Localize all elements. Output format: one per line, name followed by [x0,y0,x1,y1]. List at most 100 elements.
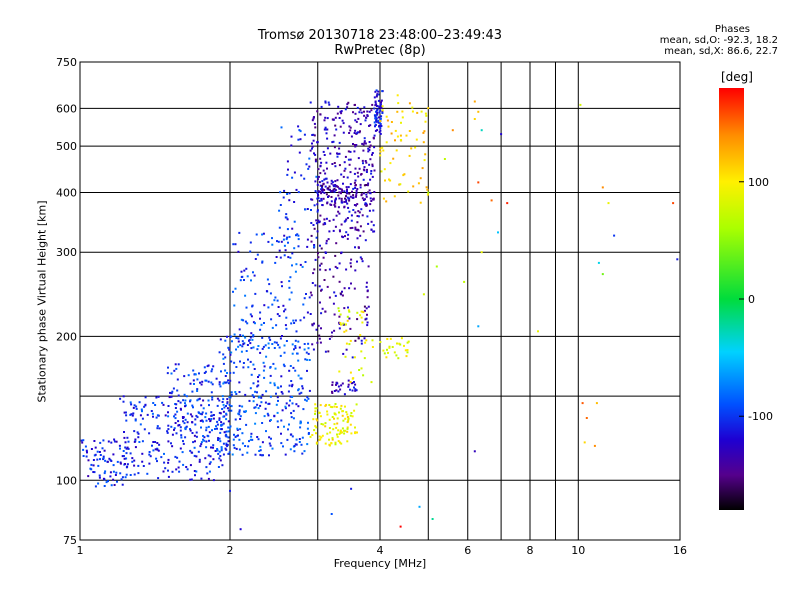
data-point [273,341,276,344]
data-point [119,462,122,465]
data-point [171,390,174,393]
data-point [374,100,377,103]
data-point [201,411,204,414]
data-point [313,134,316,137]
data-point [314,160,317,163]
data-point [353,381,355,383]
data-point [348,210,351,213]
data-point [166,372,169,375]
data-point [112,464,115,467]
data-point [334,225,337,228]
data-point [191,415,194,418]
data-point [368,141,371,143]
data-point [222,422,225,425]
data-point [342,323,345,326]
data-point [359,123,362,126]
data-point [341,414,344,417]
data-point [349,371,352,374]
data-point [240,270,243,273]
data-point [167,458,170,461]
data-point [216,404,219,407]
data-point [347,206,350,209]
data-point [326,137,329,140]
data-point [353,204,356,206]
data-point [319,190,321,193]
data-point [261,393,264,396]
data-point [348,199,351,202]
data-point [321,188,324,191]
data-point [224,369,227,372]
data-point [198,372,200,375]
data-point [380,125,383,127]
data-point [221,408,224,410]
data-point [87,459,90,462]
data-point [334,441,337,444]
data-point [348,132,351,134]
data-point [374,129,377,132]
data-point [346,190,348,193]
data-point [378,111,381,114]
data-point [316,197,319,200]
data-point [380,107,383,110]
data-point [359,334,362,337]
data-point [249,313,252,316]
data-point [290,416,293,419]
data-point [271,243,274,246]
data-point [132,406,135,409]
data-point [205,440,208,443]
data-point [263,376,266,379]
data-point [282,363,285,366]
data-point [132,412,135,415]
data-point [419,177,422,180]
data-point [246,451,249,454]
data-point [291,352,294,355]
data-point [198,458,201,461]
y-tick-label: 750 [56,56,77,69]
data-point [284,249,287,252]
data-point [406,349,409,351]
data-point [220,449,223,452]
data-point [420,110,423,113]
data-point [298,151,301,154]
data-point [167,424,170,427]
data-point [338,411,340,414]
data-point [238,231,241,234]
data-point [229,372,232,374]
data-point [367,147,370,150]
data-point [227,452,230,455]
data-point [330,513,333,515]
data-point [210,381,213,384]
data-point [326,410,329,413]
data-point [345,323,347,326]
data-point [359,314,362,317]
data-point [373,107,376,110]
data-point [367,182,370,185]
data-point [389,162,392,165]
data-point [114,474,117,476]
data-point [245,410,247,413]
data-point [229,379,232,382]
data-point [137,436,140,439]
data-point [230,360,233,363]
data-point [331,331,333,334]
data-point [249,342,252,345]
data-point [338,327,341,330]
data-point [317,193,319,196]
data-point [171,445,174,448]
data-point [239,428,242,431]
data-point [276,313,279,316]
data-point [202,399,205,402]
data-point [274,367,277,370]
data-point [337,440,340,443]
data-point [341,189,344,192]
colorbar-tick-label: -100 [748,410,773,423]
data-point [161,401,164,404]
data-point [194,440,196,443]
data-point [293,247,296,250]
data-point [309,291,312,294]
data-point [252,346,255,349]
data-point [327,350,330,353]
data-point [257,345,260,347]
data-point [320,188,323,191]
